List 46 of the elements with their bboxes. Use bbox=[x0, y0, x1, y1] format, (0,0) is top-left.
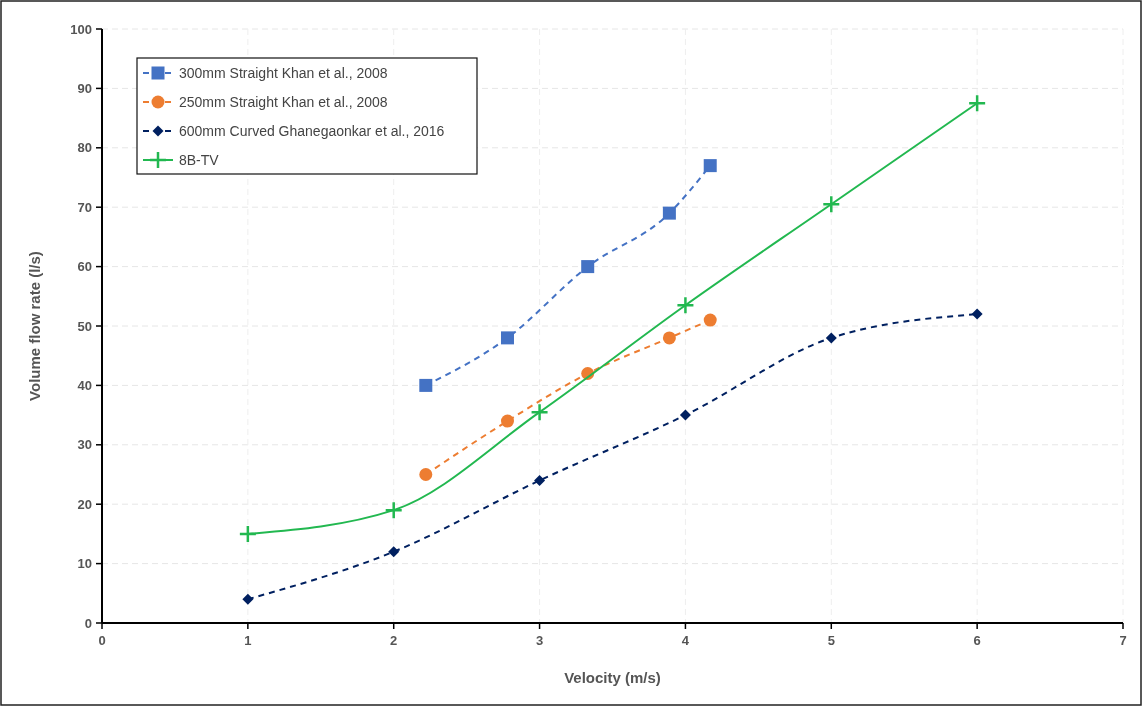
point bbox=[500, 414, 514, 428]
point bbox=[967, 94, 987, 113]
legend-label: 250mm Straight Khan et al., 2008 bbox=[179, 93, 388, 110]
point bbox=[971, 308, 983, 320]
point bbox=[703, 159, 717, 173]
point bbox=[581, 260, 595, 274]
point bbox=[419, 468, 433, 481]
y-tick-label: 50 bbox=[77, 318, 92, 334]
point bbox=[242, 593, 254, 605]
point bbox=[825, 332, 837, 344]
point bbox=[388, 546, 400, 558]
y-tick-label: 80 bbox=[77, 140, 92, 156]
y-axis-title: Volume flow rate (l/s) bbox=[26, 251, 43, 401]
y-tick-label: 30 bbox=[77, 437, 92, 453]
x-axis-title: Velocity (m/s) bbox=[564, 669, 661, 686]
y-tick-label: 60 bbox=[77, 259, 92, 275]
point bbox=[384, 500, 403, 520]
point bbox=[679, 409, 691, 421]
point bbox=[662, 331, 676, 345]
x-tick-label: 1 bbox=[244, 633, 252, 648]
point bbox=[534, 474, 546, 486]
y-tick-label: 20 bbox=[77, 496, 92, 512]
x-tick-label: 6 bbox=[973, 633, 981, 648]
y-tick-label: 40 bbox=[77, 377, 92, 393]
y-tick-label: 70 bbox=[77, 199, 92, 215]
y-tick-label: 0 bbox=[84, 615, 92, 631]
y-tick-label: 10 bbox=[77, 556, 92, 572]
x-tick-label: 5 bbox=[827, 633, 835, 648]
point bbox=[500, 331, 514, 345]
point bbox=[419, 378, 433, 392]
point bbox=[662, 206, 676, 220]
y-tick-label: 90 bbox=[77, 80, 92, 96]
point bbox=[703, 313, 717, 327]
point bbox=[676, 295, 695, 315]
point bbox=[530, 402, 549, 422]
legend-label: 8B-TV bbox=[179, 151, 220, 168]
x-tick-label: 4 bbox=[681, 633, 690, 648]
y-tick-label: 100 bbox=[70, 21, 92, 37]
x-tick-label: 0 bbox=[98, 633, 106, 648]
x-tick-label: 3 bbox=[535, 633, 544, 648]
point bbox=[822, 194, 841, 214]
point bbox=[238, 524, 258, 544]
x-tick-label: 7 bbox=[1119, 633, 1127, 648]
legend-label: 300mm Straight Khan et al., 2008 bbox=[179, 64, 388, 81]
legend-label: 600mm Curved Ghanegaonkar et al., 2016 bbox=[179, 122, 445, 139]
x-tick-label: 2 bbox=[390, 633, 398, 648]
